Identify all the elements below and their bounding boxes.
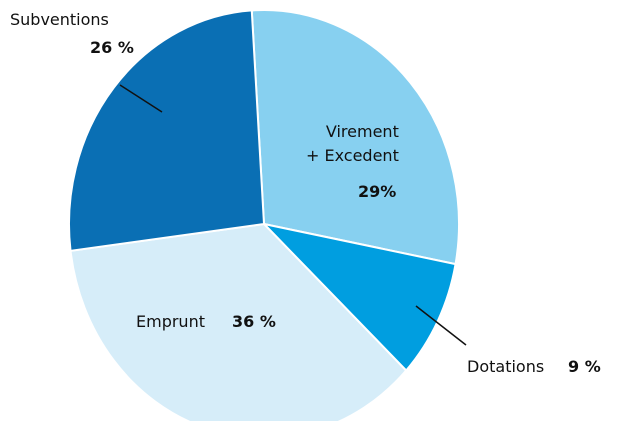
slice-label: Subventions xyxy=(10,10,109,29)
leader-line xyxy=(119,84,163,113)
leader-line xyxy=(415,305,467,346)
value-label: 26 % xyxy=(90,38,134,57)
pie-slice xyxy=(69,222,408,421)
slice-label: Dotations xyxy=(467,357,545,376)
pie-slice xyxy=(250,9,460,266)
slices xyxy=(68,9,460,421)
slice-label: Virement + Excedent xyxy=(306,122,399,165)
pie-slice xyxy=(261,222,457,372)
value-label: 36 % xyxy=(232,312,276,331)
slice-label: Emprunt xyxy=(136,312,205,331)
value-label: 9 % xyxy=(568,357,601,376)
pie-slice xyxy=(68,9,266,252)
value-label: 29% xyxy=(358,182,397,201)
